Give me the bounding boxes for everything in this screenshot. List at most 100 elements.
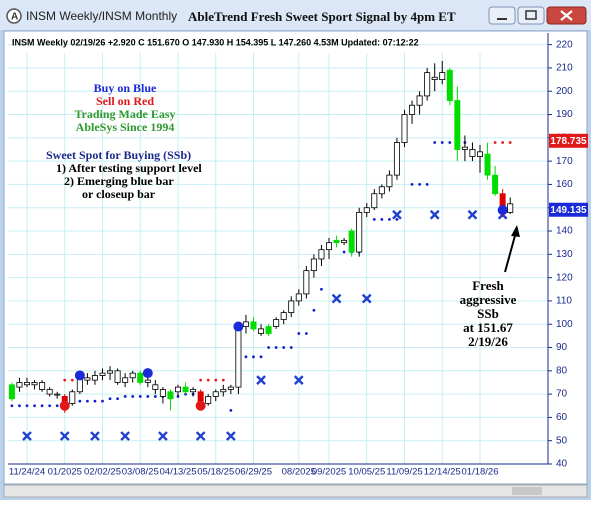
- candle-body: [242, 321, 249, 327]
- candle-body: [23, 382, 30, 386]
- candle-body: [273, 319, 280, 327]
- annotation-arrowhead: [511, 225, 520, 237]
- support-dot: [425, 183, 429, 186]
- candle-body: [341, 239, 348, 244]
- candle-body: [129, 372, 136, 379]
- candle-body: [439, 72, 446, 80]
- candle-body: [99, 372, 106, 376]
- support-dot: [289, 346, 293, 349]
- note: AbleSys Since 1994: [76, 120, 175, 134]
- support-dot: [138, 395, 142, 398]
- support-dot: [448, 141, 452, 144]
- candle-body: [220, 389, 227, 393]
- x-mark: [392, 209, 402, 220]
- annotation: aggressive: [460, 292, 517, 307]
- support-dot: [267, 346, 270, 349]
- x-tick-label: 01/2025: [48, 467, 82, 478]
- info-bar: INSM Weekly 02/19/26 +2.920 C 151.670 O …: [12, 37, 419, 47]
- candle-body: [469, 149, 476, 157]
- y-tick-label: 220: [556, 39, 573, 50]
- x-tick-label: 04/13/25: [160, 467, 197, 478]
- note: 1) After testing support level: [56, 161, 202, 175]
- support-dot: [297, 332, 301, 335]
- candle-body: [227, 386, 234, 390]
- candle-body: [91, 375, 98, 381]
- maximize-button[interactable]: [517, 6, 545, 25]
- x-mark: [226, 431, 236, 441]
- y-tick-label: 210: [556, 63, 573, 74]
- scroll-bar[interactable]: [3, 484, 588, 498]
- candle-body: [431, 76, 438, 80]
- support-dot: [55, 404, 59, 408]
- annotation: 2/19/26: [468, 334, 508, 349]
- resistance-dot: [199, 378, 203, 382]
- y-tick-label: 40: [556, 459, 568, 470]
- candle-body: [31, 382, 38, 386]
- candle-body: [454, 100, 461, 150]
- candle-body: [484, 153, 491, 176]
- support-dot: [108, 397, 112, 401]
- close-glyph: [560, 10, 573, 21]
- x-tick-label: 11/09/25: [386, 467, 422, 478]
- y-tick-label: 140: [556, 226, 573, 237]
- blue-signal-dot: [142, 368, 153, 379]
- candle-body: [409, 104, 416, 115]
- x-tick-label: 06/29/25: [235, 467, 272, 478]
- candle-body: [476, 151, 483, 157]
- x-mark: [331, 293, 342, 304]
- x-mark: [59, 431, 70, 441]
- y-tick-label: 160: [556, 179, 573, 190]
- candle-body: [258, 328, 265, 334]
- candle-body: [16, 382, 23, 388]
- candle-body: [386, 174, 393, 188]
- support-dot: [304, 332, 308, 335]
- resistance-dot: [221, 378, 225, 382]
- candle-body: [280, 312, 287, 320]
- candle-body: [122, 377, 129, 383]
- candle-body: [461, 146, 468, 150]
- x-mark: [90, 431, 100, 441]
- y-tick-label: 80: [556, 365, 568, 376]
- support-dot: [433, 141, 437, 144]
- annotation-arrow: [504, 231, 517, 273]
- support-dot: [440, 141, 444, 144]
- x-mark: [120, 431, 130, 441]
- x-mark: [429, 209, 440, 220]
- candle-body: [84, 377, 91, 381]
- support-dot: [123, 395, 127, 398]
- candle-body: [348, 230, 355, 253]
- support-dot: [78, 399, 82, 403]
- note: Sweet Spot for Buying (SSb): [46, 148, 191, 162]
- support-dot: [342, 250, 346, 254]
- blue-signal-dot: [497, 205, 508, 216]
- candle-body: [235, 326, 242, 388]
- candle-body: [401, 114, 408, 143]
- support-dot: [410, 183, 414, 186]
- candle-body: [446, 69, 453, 101]
- candle-body: [8, 384, 15, 400]
- support-dot: [244, 355, 248, 359]
- minimize-button[interactable]: [488, 6, 516, 25]
- candle-body: [205, 396, 212, 404]
- x-tick-label: 01/18/26: [462, 467, 499, 478]
- x-tick-label: 10/05/25: [348, 467, 385, 478]
- resistance-dot: [206, 378, 210, 382]
- support-dot: [418, 183, 421, 186]
- candle-body: [137, 372, 144, 383]
- y-tick-label: 170: [556, 156, 573, 167]
- candle-body: [371, 193, 378, 209]
- x-tick-label: 12/14/25: [424, 467, 461, 478]
- scroll-thumb[interactable]: [512, 487, 542, 495]
- candle-body: [416, 95, 423, 106]
- x-tick-label: 08/2025: [282, 467, 316, 478]
- y-tick-label: 50: [556, 435, 568, 446]
- y-tick-label: 200: [556, 86, 573, 97]
- window-title: INSM Weekly/INSM Monthly: [26, 9, 177, 23]
- note: Sell on Red: [96, 94, 154, 108]
- support-dot: [372, 217, 376, 221]
- y-tick-label: 100: [556, 319, 573, 330]
- candle-body: [190, 389, 197, 393]
- candle-body: [152, 384, 159, 390]
- support-dot: [153, 395, 157, 398]
